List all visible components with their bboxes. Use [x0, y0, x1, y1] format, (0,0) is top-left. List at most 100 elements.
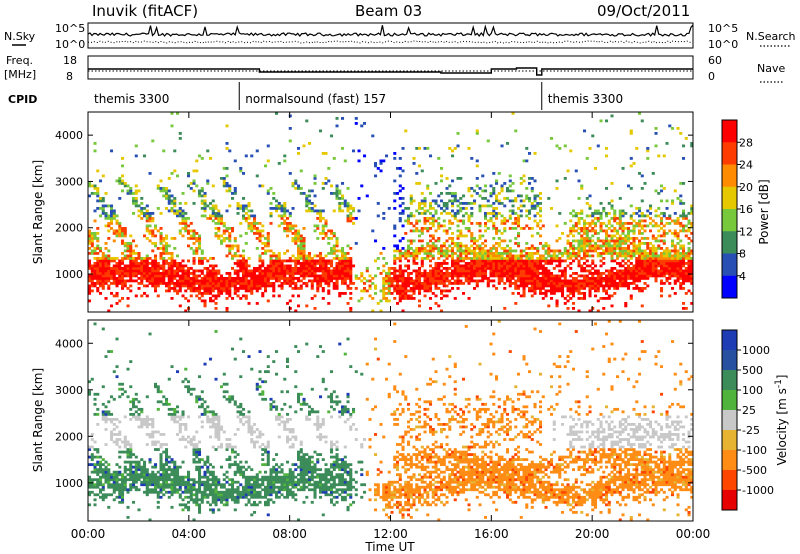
heatmap-cell	[687, 222, 691, 225]
heatmap-cell	[684, 252, 688, 255]
heatmap-cell	[198, 279, 202, 283]
heatmap-cell	[244, 204, 248, 208]
heatmap-cell	[508, 269, 512, 273]
heatmap-cell	[126, 279, 130, 283]
heatmap-cell	[266, 274, 270, 278]
heatmap-cell	[489, 192, 493, 195]
heatmap-cell	[214, 227, 218, 230]
heatmap-cell	[580, 237, 584, 240]
heatmap-cell	[261, 247, 265, 250]
heatmap-cell	[506, 219, 510, 223]
heatmap-cell	[558, 257, 562, 260]
heatmap-cell	[115, 219, 119, 223]
heatmap-cell	[170, 199, 174, 203]
heatmap-cell	[143, 207, 147, 210]
heatmap-cell	[118, 234, 122, 238]
heatmap-cell	[112, 483, 116, 487]
heatmap-cell	[209, 274, 213, 278]
heatmap-cell	[539, 197, 543, 200]
heatmap-cell	[156, 262, 160, 265]
heatmap-cell	[115, 463, 119, 467]
heatmap-cell	[299, 267, 303, 270]
heatmap-cell	[148, 229, 152, 233]
heatmap-cell	[280, 264, 284, 268]
heatmap-cell	[121, 450, 125, 454]
heatmap-cell	[503, 257, 507, 260]
heatmap-cell	[618, 244, 622, 248]
heatmap-cell	[574, 214, 578, 218]
heatmap-cell	[583, 257, 587, 260]
heatmap-cell	[137, 277, 141, 280]
heatmap-cell	[580, 292, 584, 295]
heatmap-cell	[313, 204, 317, 208]
heatmap-cell	[662, 154, 666, 158]
heatmap-cell	[456, 282, 460, 285]
heatmap-cell	[618, 274, 622, 278]
heatmap-cell	[555, 304, 559, 308]
heatmap-cell	[418, 277, 422, 280]
heatmap-cell	[321, 267, 325, 270]
heatmap-cell	[118, 272, 122, 275]
heatmap-cell	[679, 244, 683, 248]
heatmap-cell	[140, 470, 144, 474]
freq-trace	[88, 67, 693, 76]
heatmap-cell	[93, 322, 97, 326]
heatmap-cell	[225, 209, 229, 213]
heatmap-cell	[489, 204, 493, 208]
heatmap-cell	[613, 249, 617, 253]
heatmap-cell	[275, 209, 279, 213]
heatmap-cell	[676, 264, 680, 268]
heatmap-cell	[662, 212, 666, 215]
heatmap-cell	[475, 239, 479, 243]
heatmap-cell	[539, 214, 543, 218]
heatmap-cell	[445, 212, 449, 215]
heatmap-cell	[662, 264, 666, 268]
heatmap-cell	[635, 284, 639, 288]
heatmap-cell	[211, 219, 215, 223]
heatmap-cell	[629, 242, 633, 245]
heatmap-cell	[690, 207, 694, 210]
heatmap-cell	[308, 269, 312, 273]
heatmap-cell	[352, 217, 356, 220]
heatmap-cell	[588, 222, 592, 225]
heatmap-cell	[569, 262, 573, 265]
heatmap-cell	[184, 212, 188, 215]
heatmap-cell	[101, 257, 105, 260]
heatmap-cell	[577, 297, 581, 300]
heatmap-cell	[176, 112, 180, 115]
heatmap-cell	[206, 182, 210, 185]
heatmap-cell	[90, 478, 94, 482]
heatmap-cell	[530, 257, 534, 260]
heatmap-cell	[533, 277, 537, 280]
heatmap-cell	[475, 264, 479, 268]
heatmap-cell	[577, 217, 581, 220]
heatmap-cell	[302, 254, 306, 258]
heatmap-cell	[687, 279, 691, 283]
heatmap-cell	[250, 272, 254, 275]
heatmap-cell	[635, 244, 639, 248]
heatmap-cell	[503, 247, 507, 250]
heatmap-cell	[374, 259, 378, 263]
heatmap-cell	[583, 267, 587, 270]
heatmap-cell	[475, 164, 479, 168]
heatmap-cell	[151, 249, 155, 253]
heatmap-cell	[646, 147, 650, 150]
heatmap-cell	[690, 212, 694, 215]
heatmap-cell	[123, 440, 127, 444]
heatmap-cell	[514, 242, 518, 245]
heatmap-cell	[407, 219, 411, 223]
heatmap-cell	[522, 292, 526, 295]
heatmap-cell	[495, 199, 499, 203]
heatmap-cell	[528, 182, 532, 185]
heatmap-cell	[121, 488, 125, 492]
heatmap-cell	[451, 259, 455, 263]
heatmap-cell	[198, 247, 202, 250]
heatmap-cell	[134, 197, 138, 200]
heatmap-cell	[426, 289, 430, 293]
heatmap-cell	[187, 287, 191, 290]
heatmap-cell	[308, 259, 312, 263]
heatmap-cell	[343, 257, 347, 260]
heatmap-cell	[632, 264, 636, 268]
heatmap-cell	[660, 259, 664, 263]
heatmap-cell	[393, 152, 397, 155]
